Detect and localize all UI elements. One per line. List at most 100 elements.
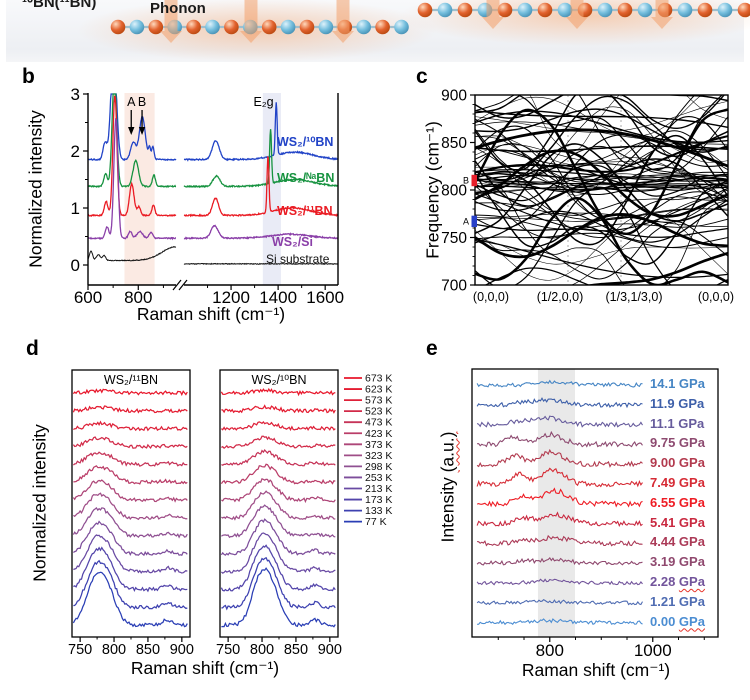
phonon-band — [475, 134, 728, 246]
phonon-band — [475, 145, 728, 153]
phonon-band — [475, 232, 728, 248]
temperature-spectrum — [221, 504, 336, 539]
k-point-label: (0,0,0) — [473, 290, 509, 304]
phonon-band — [584, 251, 728, 285]
panel-e-label: e — [426, 337, 438, 360]
pressure-label: 14.1 GPa — [650, 376, 705, 391]
phonon-band — [475, 106, 728, 196]
tick-label: 750 — [216, 642, 240, 658]
pressure-spectrum — [476, 599, 643, 606]
pressure-unit: GPa — [678, 554, 705, 570]
pressure-label: 9.75 GPa — [650, 436, 705, 450]
pressure-unit: GPa — [678, 395, 705, 411]
phonon-band — [475, 164, 728, 194]
panel-b-ylabel: Normalized intensity — [25, 110, 46, 268]
pressure-value: 2.28 — [650, 574, 679, 589]
phonon-band — [475, 208, 728, 222]
pressure-spectrum — [476, 511, 643, 528]
phonon-band — [475, 202, 728, 221]
pressure-label: 5.41 GPa — [650, 514, 705, 530]
phonon-band — [475, 135, 728, 174]
phonon-band — [516, 95, 723, 171]
phonon-band — [475, 108, 728, 236]
temperature-spectrum — [221, 477, 336, 504]
pressure-spectrum — [476, 397, 643, 409]
phonon-band — [475, 180, 728, 193]
temperature-spectrum — [220, 518, 336, 556]
panel-b-series-label: Si substrate — [266, 252, 330, 266]
phonon-band — [475, 100, 728, 133]
phonon-band — [475, 183, 728, 195]
annotation-label: A — [127, 95, 136, 109]
temperature-spectrum — [220, 420, 336, 432]
phonon-band — [475, 116, 728, 219]
highlight-band — [124, 93, 155, 285]
tick-label: 2 — [71, 142, 80, 161]
pressure-spectrum — [476, 578, 643, 586]
tick-label: 3 — [71, 85, 80, 104]
panel-e-ylabel: Intensity (a.u.) — [437, 432, 458, 543]
phonon-band — [475, 213, 728, 259]
pressure-value: 5.41 — [650, 514, 679, 530]
pressure-unit: GPa — [678, 534, 705, 550]
phonon-band — [475, 199, 728, 244]
phonon-band — [475, 185, 728, 191]
panel-e-xlabel: Raman shift (cm⁻¹) — [521, 660, 671, 680]
phonon-band — [475, 177, 728, 185]
pressure-unit: GPa — [678, 455, 705, 471]
pressure-value: 0.00 — [650, 613, 679, 629]
phonon-band — [475, 143, 728, 235]
mode-marker — [471, 174, 477, 187]
tick-label: 1000 — [634, 641, 672, 660]
panel-e-ylabel-main: Intensity — [437, 472, 458, 543]
temperature-spectrum — [72, 506, 188, 539]
phonon-band — [475, 175, 728, 185]
phonon-band — [475, 185, 728, 239]
temperature-spectrum — [221, 490, 336, 521]
temperature-spectrum — [73, 492, 188, 521]
temperature-spectrum — [221, 435, 336, 450]
phonon-band — [475, 134, 728, 230]
panel-d-label: d — [26, 337, 39, 360]
phonon-band — [475, 237, 728, 265]
panel-b-label: b — [22, 65, 35, 88]
temperature-spectrum — [72, 436, 188, 450]
pressure-spectrum — [477, 618, 643, 626]
legend-label: 523 K — [365, 406, 392, 418]
tick-label: 600 — [74, 288, 102, 307]
pressure-label: 1.21 GPa — [650, 593, 705, 609]
axis-break-icon — [172, 279, 182, 291]
temperature-spectrum — [221, 556, 336, 611]
phonon-band — [475, 190, 728, 239]
legend-label: 173 K — [365, 494, 392, 506]
tick-label: 800 — [102, 642, 126, 658]
pressure-spectrum — [476, 534, 643, 547]
phonon-band — [475, 221, 728, 280]
phonon-band — [475, 95, 696, 165]
pressure-value: 1.21 — [650, 593, 679, 609]
pressure-label: 4.44 GPa — [650, 535, 705, 549]
phonon-band — [475, 173, 728, 265]
tick-label: 750 — [68, 642, 92, 658]
pressure-unit: GPa — [678, 514, 705, 530]
pressure-value: 9.00 — [650, 455, 679, 471]
legend-label: 423 K — [365, 428, 392, 440]
panel-c-ylabel: Frequency (cm⁻¹) — [422, 121, 443, 259]
phonon-band — [475, 139, 728, 171]
tick-label: 1 — [71, 199, 80, 218]
tick-label: 900 — [170, 642, 194, 658]
tick-label: 700 — [441, 278, 467, 295]
mode-marker — [471, 215, 477, 228]
phonon-band — [475, 171, 728, 182]
pressure-label: 6.55 GPa — [650, 495, 705, 510]
pressure-label: 0.00 GPa — [650, 613, 705, 629]
pressure-unit: GPa — [678, 593, 705, 609]
legend-label: 133 K — [365, 505, 392, 517]
tick-label: 800 — [250, 642, 274, 658]
pressure-unit: GPa — [678, 415, 705, 431]
pressure-spectrum — [477, 430, 643, 448]
pressure-unit: GPa — [678, 574, 705, 589]
